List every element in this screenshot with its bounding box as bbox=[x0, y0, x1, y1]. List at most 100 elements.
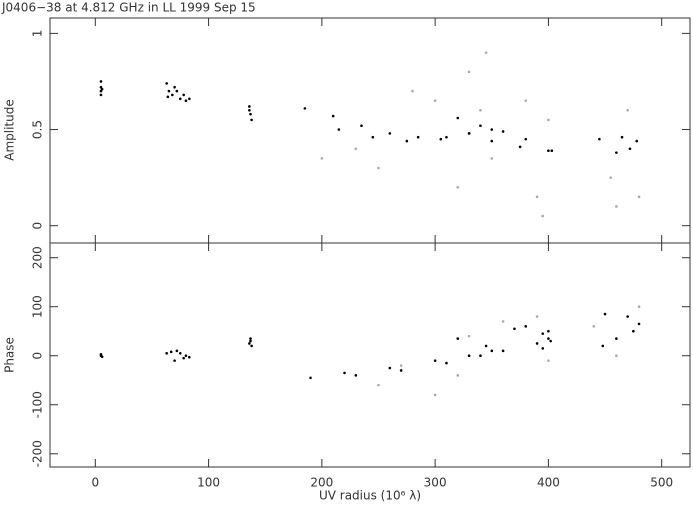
data-point bbox=[360, 124, 363, 127]
data-point bbox=[182, 356, 185, 360]
data-point bbox=[303, 107, 307, 110]
data-point bbox=[433, 393, 437, 397]
data-point bbox=[184, 99, 188, 102]
data-point bbox=[445, 361, 448, 365]
data-point bbox=[479, 354, 482, 358]
data-point bbox=[249, 339, 252, 343]
data-point bbox=[603, 312, 607, 316]
data-point bbox=[399, 369, 403, 372]
data-point bbox=[354, 147, 358, 151]
data-point bbox=[248, 105, 251, 108]
data-point bbox=[518, 145, 522, 149]
data-point bbox=[371, 135, 375, 139]
data-point bbox=[479, 124, 482, 127]
data-point bbox=[547, 359, 550, 362]
data-point bbox=[99, 80, 103, 83]
data-point bbox=[547, 329, 550, 333]
data-point bbox=[541, 332, 545, 335]
data-point bbox=[479, 109, 482, 112]
data-point bbox=[637, 322, 641, 326]
data-point bbox=[178, 351, 182, 355]
data-point bbox=[99, 93, 103, 97]
x-tick-label: 200 bbox=[310, 476, 333, 490]
data-point bbox=[100, 87, 104, 91]
data-point bbox=[377, 166, 380, 170]
data-point bbox=[169, 350, 173, 354]
y-tick-label: 0 bbox=[31, 352, 45, 360]
data-point bbox=[343, 371, 346, 375]
x-tick-label: 100 bbox=[197, 476, 220, 490]
data-point bbox=[166, 95, 170, 99]
data-point bbox=[490, 139, 494, 143]
data-point bbox=[635, 139, 639, 143]
data-point bbox=[615, 151, 618, 154]
data-point bbox=[439, 137, 443, 141]
data-point bbox=[501, 130, 505, 133]
y-tick-label: 1 bbox=[31, 30, 45, 38]
data-point bbox=[547, 337, 550, 340]
data-point bbox=[637, 195, 641, 199]
data-point bbox=[513, 327, 516, 331]
data-point bbox=[249, 112, 252, 116]
data-point bbox=[388, 132, 392, 135]
y-tick-label: 0 bbox=[31, 222, 45, 230]
data-point bbox=[490, 128, 494, 131]
data-point bbox=[547, 149, 550, 152]
data-point bbox=[248, 342, 251, 345]
data-point bbox=[628, 147, 632, 151]
data-point bbox=[535, 342, 539, 345]
data-point bbox=[99, 85, 103, 89]
data-point bbox=[337, 128, 341, 131]
data-point bbox=[388, 366, 392, 370]
data-point bbox=[175, 89, 179, 93]
y-axis-label: Amplitude bbox=[3, 99, 17, 161]
y-tick-label: 0.5 bbox=[31, 120, 45, 139]
data-point bbox=[433, 359, 437, 362]
data-point bbox=[377, 383, 380, 387]
data-point bbox=[249, 337, 252, 340]
data-point bbox=[416, 135, 420, 139]
data-point bbox=[637, 305, 641, 309]
data-point bbox=[184, 354, 188, 358]
y-tick-label: 100 bbox=[31, 295, 45, 318]
data-point bbox=[411, 89, 414, 93]
data-point bbox=[178, 97, 182, 101]
data-point bbox=[467, 132, 471, 135]
x-tick-label: 0 bbox=[91, 476, 99, 490]
data-point bbox=[456, 185, 460, 189]
data-point bbox=[99, 89, 103, 93]
data-point bbox=[501, 320, 505, 323]
data-point bbox=[309, 376, 312, 380]
data-point bbox=[182, 93, 185, 97]
data-point bbox=[456, 116, 460, 120]
data-point bbox=[100, 355, 104, 359]
data-point bbox=[456, 374, 460, 377]
plot-frame bbox=[49, 17, 691, 244]
data-point bbox=[550, 149, 554, 152]
data-point bbox=[490, 349, 494, 353]
data-point bbox=[250, 344, 253, 348]
chart-title: J0406−38 at 4.812 GHz in LL 1999 Sep 15 bbox=[1, 1, 256, 15]
data-point bbox=[541, 347, 545, 350]
data-point bbox=[456, 337, 460, 340]
data-point bbox=[524, 325, 528, 328]
data-point bbox=[173, 359, 176, 362]
data-point bbox=[598, 137, 601, 141]
plot-frame bbox=[49, 242, 691, 468]
data-point bbox=[615, 354, 618, 358]
y-tick-label: -200 bbox=[31, 440, 45, 467]
data-point bbox=[626, 315, 629, 318]
data-point bbox=[632, 329, 635, 333]
data-point bbox=[484, 51, 488, 54]
data-point bbox=[615, 205, 618, 208]
y-tick-label: 200 bbox=[31, 246, 45, 269]
x-axis-label: UV radius (10⁶ λ) bbox=[319, 489, 421, 503]
data-point bbox=[535, 195, 539, 199]
data-point bbox=[175, 349, 179, 353]
data-point bbox=[490, 157, 494, 160]
data-point bbox=[549, 339, 552, 343]
x-tick-label: 500 bbox=[650, 476, 673, 490]
data-point bbox=[484, 344, 488, 348]
data-point bbox=[167, 89, 171, 93]
data-point bbox=[433, 99, 437, 102]
